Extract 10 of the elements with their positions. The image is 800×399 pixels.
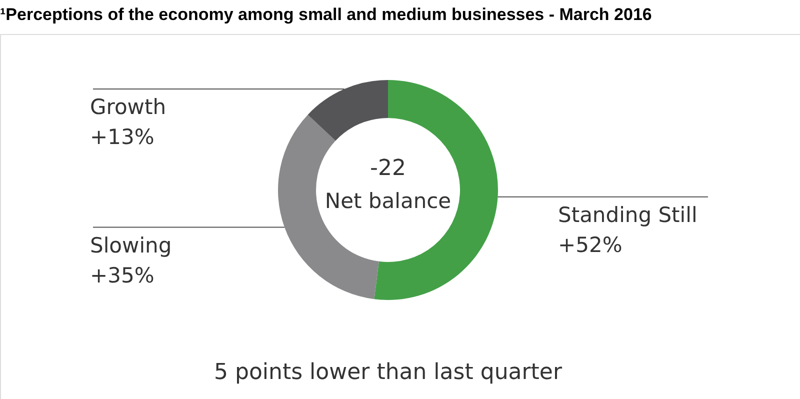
text: Net balance	[324, 189, 452, 213]
chart-title: ¹Perceptions of the economy among small and medium businesses - March 2016	[0, 5, 652, 24]
text: 5 points lower than last quarter	[214, 360, 563, 385]
data-label: +35%	[90, 263, 154, 288]
slice-label: Growth	[90, 95, 166, 120]
slice-label: Standing Still	[558, 202, 698, 227]
data-label: +52%	[558, 232, 622, 257]
data-label: +13%	[90, 125, 154, 150]
text: -22	[370, 156, 406, 181]
slice-label: Slowing	[90, 233, 172, 258]
